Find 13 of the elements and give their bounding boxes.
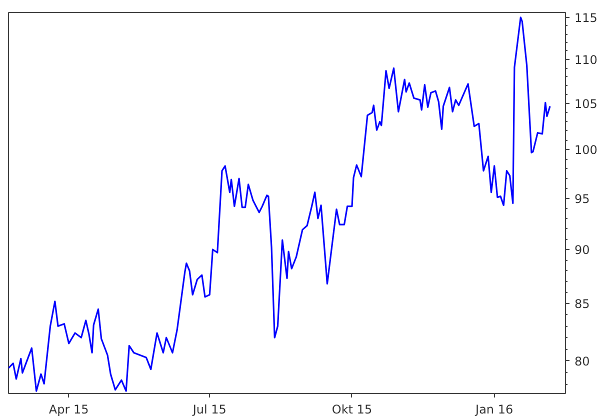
x-tick-label: Jul 15	[192, 402, 226, 416]
y-tick-label: 80	[574, 354, 590, 368]
x-tick-label: Okt 15	[332, 402, 372, 416]
y-tick-label: 100	[574, 143, 598, 158]
line-series	[8, 16, 551, 392]
x-tick-label: Apr 15	[48, 402, 89, 416]
x-tick-label: Jan 16	[474, 402, 514, 416]
y-tick-label: 115	[574, 10, 598, 25]
y-tick-label: 110	[574, 53, 598, 68]
y-tick-label: 95	[574, 192, 590, 206]
y-tick-label: 85	[574, 297, 590, 312]
y-tick-label: 105	[574, 97, 598, 112]
y-tick-label: 90	[574, 242, 590, 257]
